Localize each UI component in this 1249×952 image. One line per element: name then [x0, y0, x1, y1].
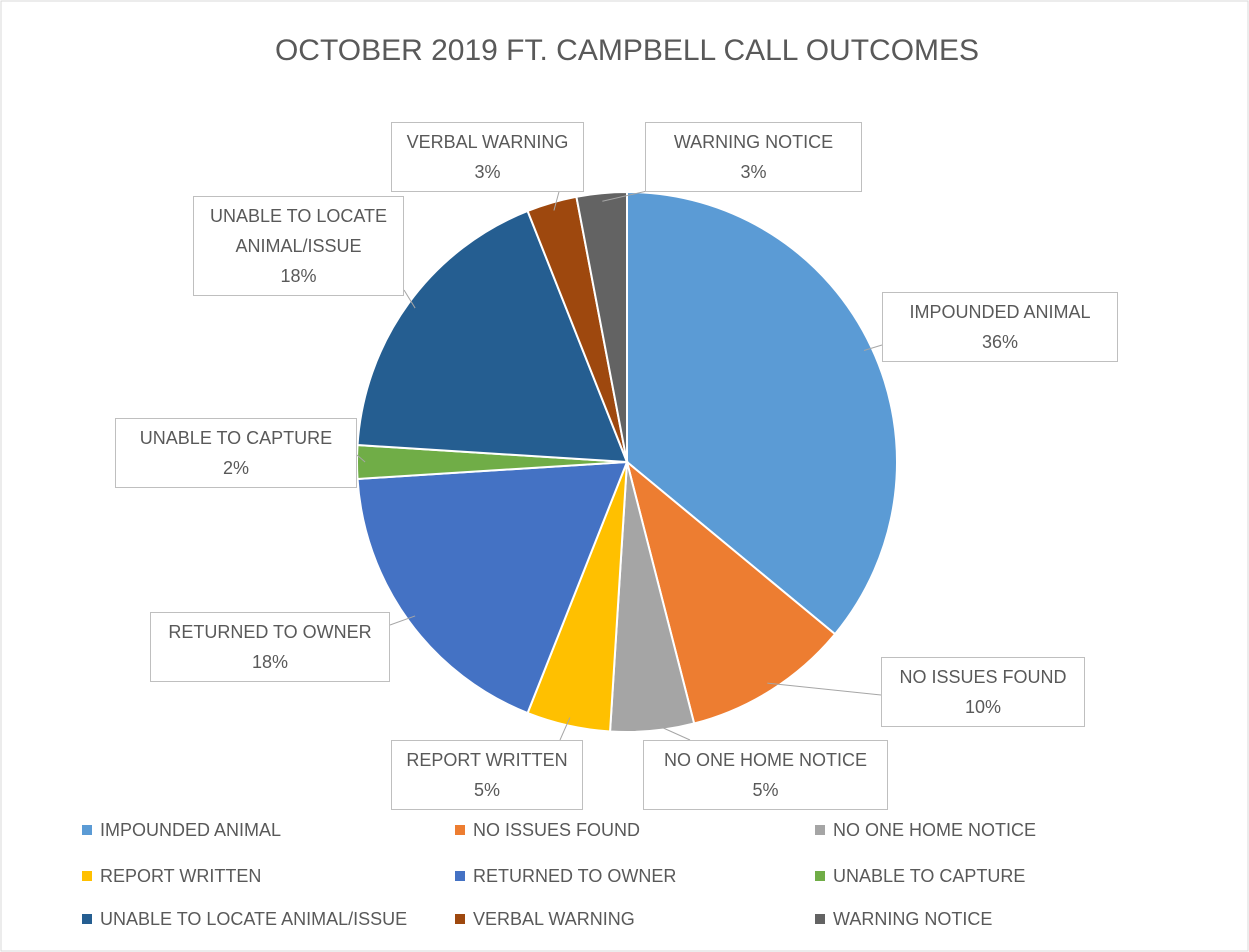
data-label: NO ISSUES FOUND 10%	[881, 657, 1085, 727]
leader-line	[356, 454, 366, 463]
pie-slice	[625, 459, 837, 725]
legend-swatch	[455, 825, 465, 835]
legend-swatch	[82, 914, 92, 924]
data-label-name: NO ISSUES FOUND	[899, 667, 1067, 687]
data-label-value: 36%	[981, 332, 1019, 352]
legend-swatch	[82, 871, 92, 881]
legend-swatch	[455, 914, 465, 924]
legend-swatch	[82, 825, 92, 835]
data-label-name: UNABLE TO CAPTURE	[139, 428, 333, 448]
legend-label: RETURNED TO OWNER	[473, 866, 676, 886]
data-label-value: 3%	[740, 162, 767, 182]
data-label: NO ONE HOME NOTICE 5%	[643, 740, 888, 810]
data-label-value: 5%	[473, 780, 500, 800]
data-label: REPORT WRITTEN 5%	[391, 740, 583, 810]
leader-line	[559, 717, 571, 741]
chart-title: OCTOBER 2019 FT. CAMPBELL CALL OUTCOMES	[275, 34, 979, 67]
data-label-value: 18%	[280, 266, 317, 286]
legend-label: UNABLE TO CAPTURE	[833, 866, 1025, 886]
data-label-name: NO ONE HOME NOTICE	[663, 750, 867, 770]
data-label-name: VERBAL WARNING	[406, 132, 569, 152]
data-label-name: WARNING NOTICE	[673, 132, 834, 152]
pie-slice	[356, 209, 629, 464]
data-label-value: 18%	[251, 652, 289, 672]
legend-label: WARNING NOTICE	[833, 909, 992, 929]
leader-line	[403, 289, 416, 309]
legend-swatch	[815, 914, 825, 924]
pie-slice	[575, 190, 628, 463]
data-label-name: REPORT WRITTEN	[406, 750, 568, 770]
data-label: UNABLE TO CAPTURE 2%	[115, 418, 357, 488]
leader-line	[767, 682, 882, 696]
data-label-value: 10%	[964, 697, 1002, 717]
data-label-name: IMPOUNDED ANIMAL	[909, 302, 1091, 322]
data-label-value: 2%	[222, 458, 249, 478]
pie-slice	[356, 460, 629, 715]
legend-label: UNABLE TO LOCATE ANIMAL/ISSUE	[100, 909, 407, 929]
legend-label: VERBAL WARNING	[473, 909, 635, 929]
data-label: IMPOUNDED ANIMAL 36%	[882, 292, 1118, 362]
leader-line	[863, 344, 883, 351]
legend-swatch	[815, 871, 825, 881]
data-label-name: RETURNED TO OWNER	[168, 622, 372, 642]
data-label: VERBAL WARNING 3%	[391, 122, 584, 192]
legend-swatch	[455, 871, 465, 881]
legend-label: REPORT WRITTEN	[100, 866, 261, 886]
leader-line	[651, 722, 691, 741]
legend-label: IMPOUNDED ANIMAL	[100, 820, 281, 840]
data-label-value: 5%	[752, 780, 779, 800]
data-label-value: 3%	[474, 162, 501, 182]
data-label: RETURNED TO OWNER 18%	[150, 612, 390, 682]
legend-label: NO ONE HOME NOTICE	[833, 820, 1036, 840]
legend-label: NO ISSUES FOUND	[473, 820, 640, 840]
pie-slice	[626, 190, 898, 636]
data-label: UNABLE TO LOCATE ANIMAL/ISSUE 18%	[193, 196, 404, 296]
legend-swatch	[815, 825, 825, 835]
leader-line	[389, 615, 416, 626]
data-label: WARNING NOTICE 3%	[645, 122, 862, 192]
data-label-name: UNABLE TO LOCATE ANIMAL/ISSUE	[209, 206, 388, 256]
